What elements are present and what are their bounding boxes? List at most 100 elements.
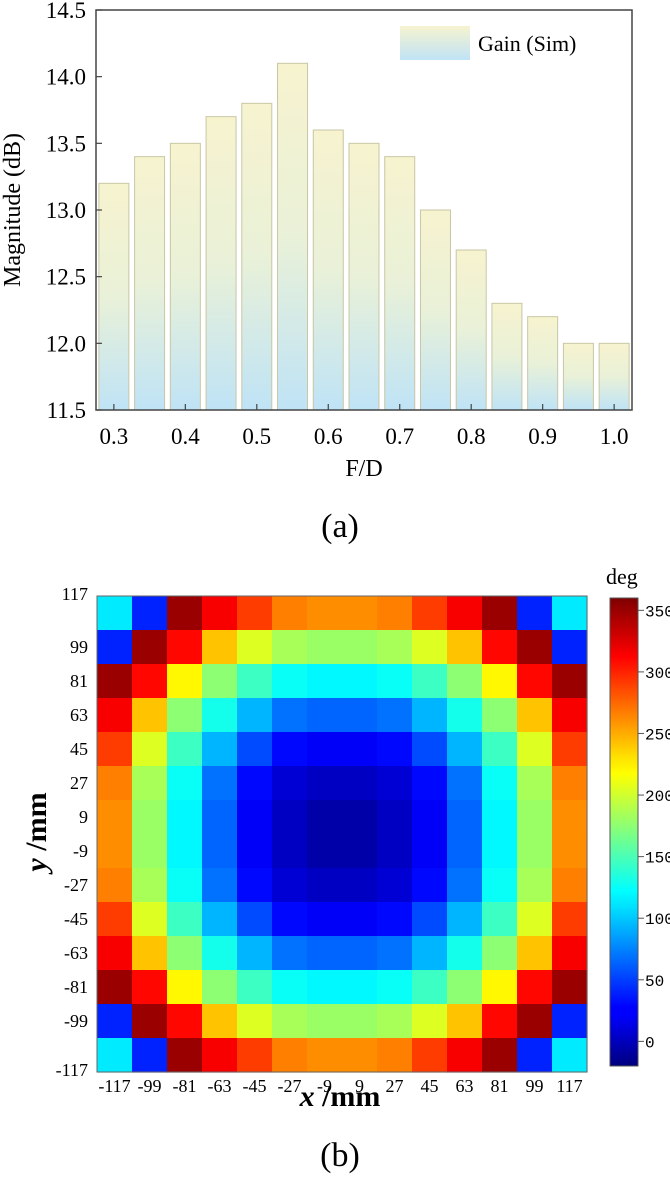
heatmap-y-tick-label: -9	[73, 841, 88, 861]
heatmap-y-tick-label: 99	[70, 637, 88, 657]
colorbar-gradient	[609, 597, 639, 1067]
heatmap-cell	[132, 800, 168, 835]
heatmap-cell	[482, 630, 518, 665]
heatmap-cell	[167, 698, 203, 733]
heatmap-cell	[237, 800, 273, 835]
heatmap-x-tick-label: 27	[386, 1076, 404, 1096]
heatmap-cell	[202, 596, 238, 631]
heatmap-cell	[202, 868, 238, 903]
heatmap-cell	[97, 1004, 133, 1039]
heatmap-cell	[482, 868, 518, 903]
heatmap-cell	[167, 902, 203, 937]
heatmap-cell	[482, 596, 518, 631]
heatmap-cell	[377, 766, 413, 801]
heatmap-cell	[517, 630, 553, 665]
heatmap-cell	[412, 596, 448, 631]
x-unit: /mm	[315, 1080, 381, 1113]
heatmap-cell	[167, 596, 203, 631]
heatmap-cell	[517, 766, 553, 801]
colorbar-tick-label: 350	[645, 603, 670, 621]
heatmap-cell	[517, 1004, 553, 1039]
heatmap-cell	[272, 970, 308, 1005]
heatmap-cell	[482, 766, 518, 801]
colorbar-tick-label: 300	[645, 665, 670, 683]
heatmap-cell	[377, 834, 413, 869]
heatmap-cell	[482, 834, 518, 869]
heatmap-cell	[132, 664, 168, 699]
heatmap-cell	[167, 970, 203, 1005]
heatmap-x-tick-label: -117	[98, 1076, 130, 1096]
bar-0.95	[562, 342, 594, 411]
legend-label: Gain (Sim)	[478, 31, 576, 56]
heatmap-cell	[237, 596, 273, 631]
heatmap-cell	[342, 596, 378, 631]
heatmap-cell	[202, 766, 238, 801]
heatmap-cell	[517, 698, 553, 733]
heatmap-cell	[202, 902, 238, 937]
heatmap-cell	[167, 766, 203, 801]
heatmap-cell	[237, 732, 273, 767]
bar-0.75	[419, 209, 451, 411]
heatmap-cell	[237, 902, 273, 937]
heatmap-x-tick-label: 117	[556, 1076, 582, 1096]
heatmap-cell	[202, 1038, 238, 1073]
heatmap-cell	[167, 868, 203, 903]
heatmap-cell	[167, 630, 203, 665]
heatmap-cell	[272, 800, 308, 835]
heatmap-x-label: x /mm	[299, 1080, 381, 1113]
heatmap-cell	[342, 1038, 378, 1073]
x-tick-label: 0.3	[99, 424, 128, 449]
heatmap-cell	[552, 596, 588, 631]
heatmap-cell	[517, 732, 553, 767]
heatmap-cell	[377, 732, 413, 767]
heatmap-frame	[96, 595, 588, 1073]
bar-0.55	[277, 62, 309, 411]
heatmap-cell	[237, 1004, 273, 1039]
heatmap-cell	[237, 936, 273, 971]
heatmap-cell	[482, 970, 518, 1005]
colorbar-tick-label: 50	[645, 973, 664, 991]
heatmap-cell	[552, 868, 588, 903]
y-tick-label: 13.5	[46, 131, 86, 156]
heatmap-cell	[412, 1038, 448, 1073]
heatmap-cell	[412, 698, 448, 733]
y-axis: 11.5 12.0 12.5 13.0 13.5 14.0 14.5	[46, 0, 102, 423]
heatmap-cell	[272, 834, 308, 869]
heatmap-cell	[202, 664, 238, 699]
heatmap-cell	[272, 664, 308, 699]
heatmap-cell	[552, 698, 588, 733]
heatmap-cell	[482, 664, 518, 699]
heatmap-cell	[272, 698, 308, 733]
heatmap-cell	[412, 630, 448, 665]
heatmap-cell	[412, 970, 448, 1005]
heatmap-cell	[482, 800, 518, 835]
heatmap-cell	[167, 732, 203, 767]
heatmap-cell	[307, 630, 343, 665]
caption-a: (a)	[321, 508, 359, 545]
bar-0.7	[384, 156, 416, 411]
heatmap-cell	[447, 596, 483, 631]
caption-b: (b)	[320, 1137, 360, 1174]
heatmap-y-tick-label: -81	[64, 977, 88, 997]
heatmap-cell	[377, 596, 413, 631]
heatmap-cell	[97, 766, 133, 801]
heatmap-cell	[412, 902, 448, 937]
heatmap-cell	[552, 664, 588, 699]
heatmap-x-tick-label: -45	[243, 1076, 267, 1096]
x-tick-label: 0.7	[385, 424, 414, 449]
heatmap-cell	[97, 970, 133, 1005]
heatmap-cell	[97, 596, 133, 631]
heatmap-cell	[202, 698, 238, 733]
colorbar-title: deg	[606, 564, 638, 589]
heatmap-cell	[482, 936, 518, 971]
heatmap-x-tick-label: 99	[526, 1076, 544, 1096]
bar-0.5	[241, 102, 273, 411]
heatmap-cell	[552, 766, 588, 801]
heatmap-y-tick-label: 63	[70, 705, 88, 725]
heatmap-cell	[97, 800, 133, 835]
colorbar-tick-label: 250	[645, 726, 670, 744]
heatmap-x-tick-label: 9	[355, 1076, 364, 1096]
colorbar: 0 50 100 150 200 250 300 350 deg	[606, 564, 670, 1067]
heatmap-cell	[552, 936, 588, 971]
